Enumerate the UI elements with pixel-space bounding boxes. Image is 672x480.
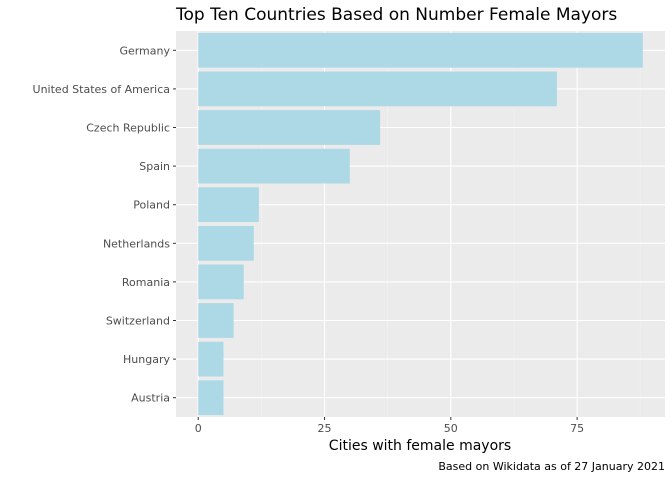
x-tick-label: 25	[318, 422, 332, 435]
bar	[198, 110, 381, 145]
bar	[198, 264, 244, 300]
x-tick-label: 50	[444, 422, 458, 435]
bar	[198, 71, 557, 107]
bar	[198, 225, 254, 261]
bar	[198, 303, 234, 338]
x-axis: 0 25 50 75	[195, 417, 584, 435]
y-tick-label: Czech Republic	[86, 122, 170, 135]
bar	[198, 148, 350, 184]
y-tick-label: Netherlands	[103, 237, 170, 250]
x-axis-title: Cities with female mayors	[329, 438, 511, 454]
x-tick-label: 75	[570, 422, 584, 435]
y-tick-label: United States of America	[33, 83, 170, 96]
y-axis: Germany United States of America Czech Rep…	[33, 44, 176, 405]
y-tick-label: Hungary	[123, 353, 170, 366]
y-tick-label: Romania	[122, 276, 170, 289]
chart-caption: Based on Wikidata as of 27 January 2021	[438, 460, 665, 473]
bar	[198, 380, 224, 416]
y-tick-label: Poland	[133, 199, 170, 212]
y-tick-label: Austria	[131, 392, 170, 405]
y-tick-label: Spain	[139, 160, 170, 173]
y-tick-label: Switzerland	[106, 315, 170, 328]
bars	[198, 32, 643, 416]
chart-title: Top Ten Countries Based on Number Female…	[175, 5, 617, 25]
x-tick-label: 0	[195, 422, 202, 435]
bar	[198, 187, 259, 223]
y-tick-label: Germany	[119, 44, 170, 57]
bar	[198, 32, 643, 68]
bar	[198, 341, 224, 377]
